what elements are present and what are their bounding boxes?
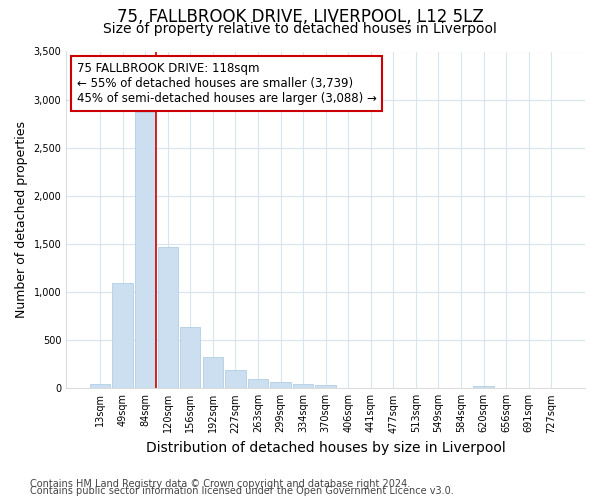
Text: Size of property relative to detached houses in Liverpool: Size of property relative to detached ho… [103, 22, 497, 36]
Bar [90, 384, 110, 388]
Bar [293, 384, 313, 388]
X-axis label: Distribution of detached houses by size in Liverpool: Distribution of detached houses by size … [146, 441, 506, 455]
Bar [225, 370, 245, 388]
Bar [158, 247, 178, 388]
Bar [316, 385, 336, 388]
Bar [112, 284, 133, 389]
Bar [180, 327, 200, 388]
Bar [271, 382, 290, 388]
Bar [248, 378, 268, 388]
Bar [135, 112, 155, 388]
Text: 75 FALLBROOK DRIVE: 118sqm
← 55% of detached houses are smaller (3,739)
45% of s: 75 FALLBROOK DRIVE: 118sqm ← 55% of deta… [77, 62, 377, 104]
Text: 75, FALLBROOK DRIVE, LIVERPOOL, L12 5LZ: 75, FALLBROOK DRIVE, LIVERPOOL, L12 5LZ [116, 8, 484, 26]
Y-axis label: Number of detached properties: Number of detached properties [15, 122, 28, 318]
Text: Contains public sector information licensed under the Open Government Licence v3: Contains public sector information licen… [30, 486, 454, 496]
Text: Contains HM Land Registry data © Crown copyright and database right 2024.: Contains HM Land Registry data © Crown c… [30, 479, 410, 489]
Bar [203, 356, 223, 388]
Bar [473, 386, 494, 388]
